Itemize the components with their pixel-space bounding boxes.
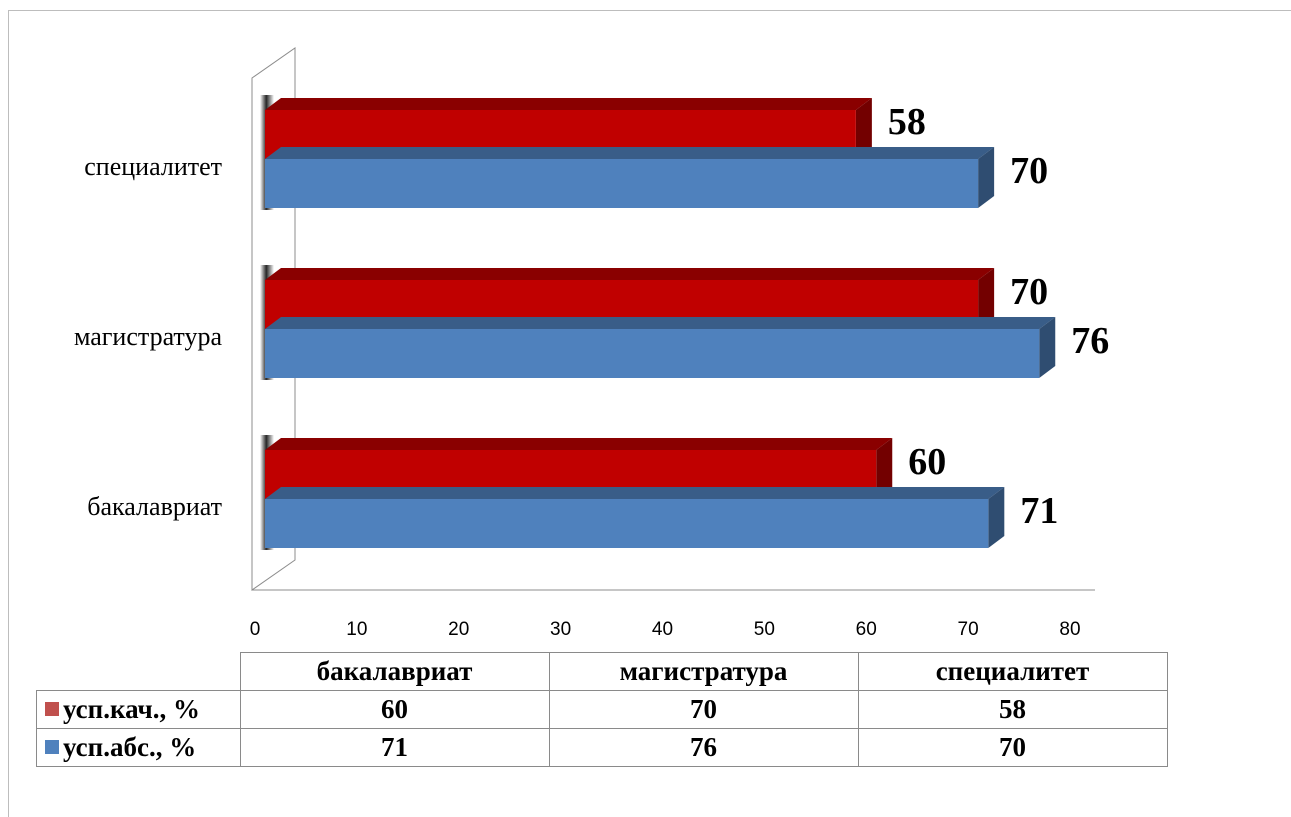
- bar-usp-abs-1: [265, 329, 1040, 378]
- bar-side-face: [988, 487, 1005, 548]
- bar-top-face: [265, 147, 995, 159]
- data-table-cell: 58: [857, 690, 1168, 729]
- data-label: 76: [1071, 320, 1109, 362]
- data-label: 70: [1010, 271, 1048, 313]
- x-tick-label: 0: [250, 619, 261, 640]
- data-table-corner: [36, 652, 241, 691]
- data-table-header-row: бакалавриат магистратура специалитет: [36, 652, 1168, 691]
- data-table-header-cell: бакалавриат: [239, 652, 550, 691]
- category-label: бакалавриат: [87, 492, 222, 521]
- series-name: усп.абс., %: [63, 732, 197, 762]
- data-table-cell: 70: [548, 690, 859, 729]
- data-table-series-label: усп.кач., %: [36, 690, 241, 729]
- bar-side-face: [855, 98, 872, 159]
- data-table-header-cell: специалитет: [857, 652, 1168, 691]
- x-tick-label: 10: [346, 619, 367, 640]
- x-tick-label: 70: [958, 619, 979, 640]
- bar-top-face: [265, 98, 872, 110]
- category-label: магистратура: [74, 322, 223, 351]
- data-table-cell: 71: [239, 728, 550, 767]
- data-table-header-cell: магистратура: [548, 652, 859, 691]
- legend-key-blue: [45, 739, 59, 754]
- data-table-row: усп.абс., % 71 76 70: [36, 728, 1168, 767]
- x-tick-label: 60: [856, 619, 877, 640]
- data-table-cell: 70: [857, 728, 1168, 767]
- data-table-row: усп.кач., % 60 70 58: [36, 690, 1168, 729]
- bar-chart: 60 71 бакалавриат 70 76 магистратура 58 70 специ…: [74, 47, 1109, 640]
- bar-side-face: [876, 438, 893, 499]
- x-tick-label: 80: [1059, 619, 1080, 640]
- bar-top-face: [265, 487, 1005, 499]
- x-tick-label: 30: [550, 619, 571, 640]
- bar-side-face: [1039, 317, 1056, 378]
- bar-top-face: [265, 268, 995, 280]
- bar-usp-abs-0: [265, 499, 989, 548]
- data-table-series-label: усп.абс., %: [36, 728, 241, 767]
- bar-side-face: [978, 147, 995, 208]
- x-tick-label: 50: [754, 619, 775, 640]
- x-tick-label: 40: [652, 619, 673, 640]
- category-label: специалитет: [84, 152, 222, 181]
- legend-key-red: [45, 701, 59, 716]
- bar-side-face: [978, 268, 995, 329]
- bar-top-face: [265, 438, 893, 450]
- bar-top-face: [265, 317, 1056, 329]
- chart-frame: [8, 10, 1291, 817]
- data-label: 58: [888, 101, 926, 143]
- bar-usp-abs-2: [265, 159, 979, 208]
- data-label: 70: [1010, 150, 1048, 192]
- data-label: 60: [908, 441, 946, 483]
- series-name: усп.кач., %: [63, 694, 201, 724]
- x-tick-label: 20: [448, 619, 469, 640]
- data-table-cell: 60: [239, 690, 550, 729]
- data-table-cell: 76: [548, 728, 859, 767]
- data-label: 71: [1020, 490, 1058, 532]
- data-table: бакалавриат магистратура специалитет усп…: [36, 652, 1168, 767]
